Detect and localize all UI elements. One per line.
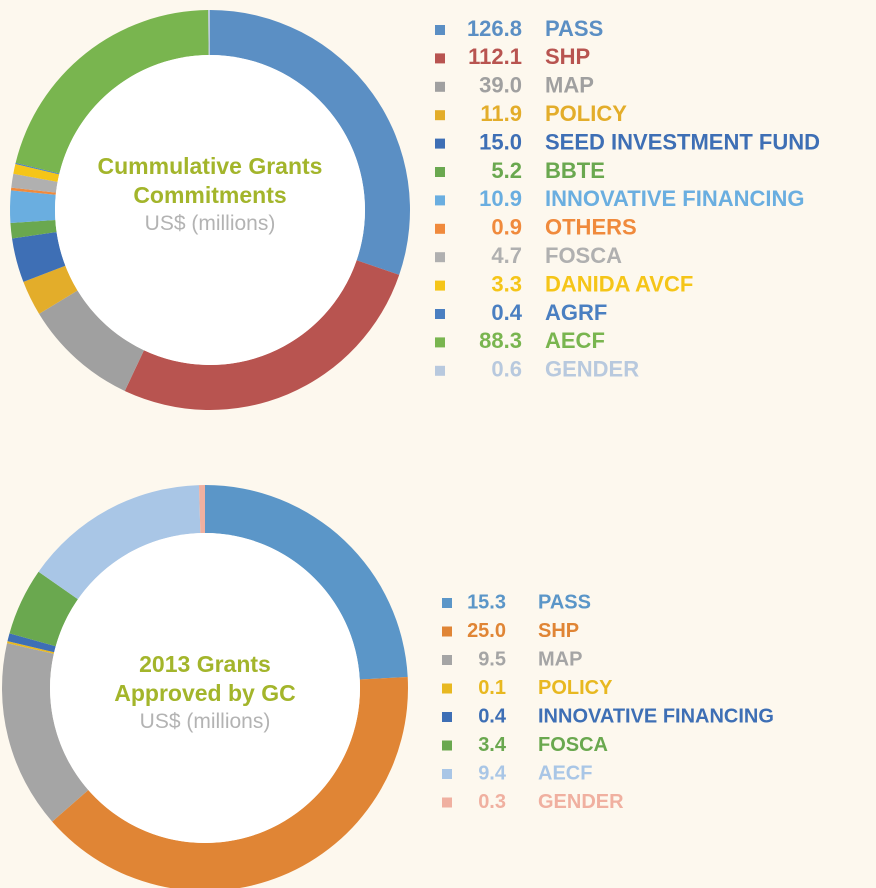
legend-swatch bbox=[442, 769, 452, 779]
legend-value: 0.4 bbox=[478, 705, 507, 727]
legend-label: PASS bbox=[545, 16, 603, 41]
legend-value: 0.4 bbox=[491, 300, 522, 325]
chart-title: Cummulative Grants Commitments bbox=[97, 153, 323, 208]
legend-swatch bbox=[435, 365, 445, 376]
legend-swatch bbox=[442, 683, 452, 694]
legend-label: POLICY bbox=[545, 101, 627, 126]
legend-value: 4.7 bbox=[491, 243, 522, 268]
center-label: Cummulative Grants Commitments US$ (mill… bbox=[60, 152, 360, 237]
legend-label: MAP bbox=[538, 648, 582, 670]
legend-value: 0.3 bbox=[478, 791, 506, 813]
legend-value: 112.1 bbox=[468, 44, 522, 69]
donut-hole bbox=[50, 533, 360, 843]
donut-slice bbox=[15, 162, 60, 175]
donut-slice bbox=[7, 641, 55, 654]
legend-value: 9.4 bbox=[478, 762, 507, 784]
donut-slice bbox=[52, 676, 408, 888]
legend-swatch bbox=[442, 598, 452, 608]
donut-slice bbox=[10, 187, 56, 195]
legend-label: MAP bbox=[545, 73, 594, 98]
legend-label: SEED INVESTMENT FUND bbox=[545, 129, 820, 154]
donut-slice bbox=[11, 173, 58, 193]
legend-value: 0.9 bbox=[491, 215, 522, 240]
legend-value: 5.2 bbox=[491, 158, 522, 183]
legend-label: POLICY bbox=[538, 677, 613, 699]
legend-value: 9.5 bbox=[478, 648, 506, 670]
donut-slice bbox=[10, 220, 57, 239]
donut-slice bbox=[39, 290, 144, 391]
legend-label: SHP bbox=[538, 620, 579, 642]
legend-swatch bbox=[435, 223, 445, 234]
donut-slice bbox=[38, 485, 201, 600]
legend-swatch bbox=[435, 138, 445, 149]
legend-swatch bbox=[435, 110, 445, 121]
legend-label: GENDER bbox=[538, 791, 624, 813]
chart-subtitle: US$ (millions) bbox=[144, 212, 276, 235]
legend-swatch bbox=[435, 309, 445, 319]
donut-slice bbox=[10, 190, 56, 223]
legend-swatch bbox=[435, 81, 445, 92]
legend-swatch bbox=[442, 740, 452, 751]
legend-value: 11.9 bbox=[480, 101, 522, 126]
legend-swatch bbox=[435, 337, 445, 348]
legend-value: 15.3 bbox=[467, 591, 506, 613]
legend-label: AECF bbox=[545, 328, 605, 353]
legend-swatch bbox=[435, 195, 445, 206]
legend-label: AECF bbox=[538, 762, 592, 784]
donut-slice bbox=[124, 260, 400, 410]
donut-slice bbox=[13, 164, 60, 182]
legend-value: 3.3 bbox=[491, 271, 522, 296]
legend-swatch bbox=[442, 797, 452, 808]
legend-label: FOSCA bbox=[538, 734, 608, 756]
legend-swatch bbox=[435, 167, 445, 177]
center-label: 2013 Grants Approved by GC US$ (millions… bbox=[55, 650, 355, 735]
legend-swatch bbox=[435, 25, 445, 35]
legend-value: 25.0 bbox=[467, 620, 506, 642]
legend-label: AGRF bbox=[545, 300, 607, 325]
donut-slice bbox=[9, 571, 78, 647]
legend-label: BBTE bbox=[545, 158, 605, 183]
legend-value: 0.1 bbox=[478, 677, 506, 699]
chart-title: 2013 Grants Approved by GC bbox=[114, 651, 296, 706]
legend-value: 39.0 bbox=[479, 73, 522, 98]
donut-slice bbox=[198, 485, 205, 534]
donut-slice bbox=[210, 10, 411, 275]
legend-swatch bbox=[435, 53, 445, 64]
legend-value: 15.0 bbox=[479, 129, 522, 154]
legend-swatch bbox=[435, 280, 445, 291]
legend-label: FOSCA bbox=[545, 243, 622, 268]
donut-hole bbox=[55, 55, 365, 365]
legend-value: 126.8 bbox=[467, 16, 522, 41]
legend-swatch bbox=[442, 712, 452, 722]
legend-swatch bbox=[442, 626, 452, 637]
legend-value: 10.9 bbox=[479, 186, 522, 211]
legend-swatch bbox=[435, 252, 445, 263]
donut-slice bbox=[7, 633, 56, 653]
donut-slice bbox=[23, 265, 78, 314]
donut-slice bbox=[208, 10, 210, 56]
legend-label: PASS bbox=[538, 591, 591, 613]
donut-slice bbox=[12, 232, 66, 282]
legend-label: SHP bbox=[545, 44, 590, 69]
donut-slice bbox=[1, 643, 89, 822]
legend-label: OTHERS bbox=[545, 215, 637, 240]
legend-label: INNOVATIVE FINANCING bbox=[538, 705, 774, 727]
chart-subtitle: US$ (millions) bbox=[139, 710, 271, 733]
legend-label: DANIDA AVCF bbox=[545, 271, 693, 296]
donut-slice bbox=[15, 10, 209, 174]
legend-value: 3.4 bbox=[478, 734, 507, 756]
legend-value: 88.3 bbox=[479, 328, 522, 353]
legend-value: 0.6 bbox=[491, 357, 522, 382]
legend-swatch bbox=[442, 655, 452, 665]
legend-label: INNOVATIVE FINANCING bbox=[545, 186, 805, 211]
legend-label: GENDER bbox=[545, 357, 639, 382]
donut-slice bbox=[205, 485, 408, 680]
